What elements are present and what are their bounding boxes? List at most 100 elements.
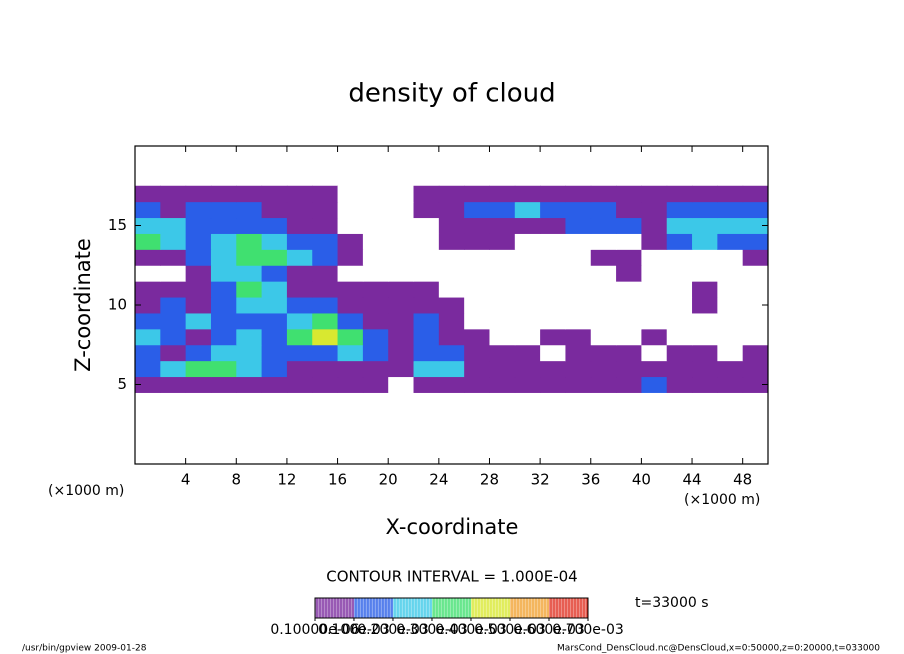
field-cell xyxy=(464,376,490,393)
field-cell xyxy=(210,281,237,298)
x-tick-label: 4 xyxy=(181,471,191,489)
field-cell xyxy=(717,312,744,330)
field-cell xyxy=(641,201,668,219)
field-cell xyxy=(514,297,541,314)
field-cell xyxy=(362,328,389,346)
field-cell xyxy=(514,249,541,266)
x-tick-label: 48 xyxy=(733,471,752,489)
field-cell xyxy=(413,233,440,250)
field-cell xyxy=(438,344,465,362)
field-cell xyxy=(210,297,237,314)
field-cell xyxy=(514,265,541,282)
field xyxy=(135,185,769,393)
field-cell xyxy=(616,233,642,250)
field-cell xyxy=(666,312,693,330)
field-cell xyxy=(286,185,313,203)
field-cell xyxy=(261,360,288,378)
field-cell xyxy=(717,328,744,346)
field-cell xyxy=(590,328,617,346)
field-cell xyxy=(489,201,516,219)
field-cell xyxy=(135,360,161,378)
field-cell xyxy=(160,265,187,282)
field-cell xyxy=(742,312,769,330)
field-cell xyxy=(413,281,440,298)
field-cell xyxy=(312,328,339,346)
x-tick-label: 32 xyxy=(531,471,550,489)
field-cell xyxy=(388,281,415,298)
colorbar-label: 0.200e-03 xyxy=(357,622,429,638)
field-cell xyxy=(616,297,642,314)
field-cell xyxy=(717,376,744,393)
field-cell xyxy=(160,233,187,250)
field-cell xyxy=(641,344,668,362)
field-cell xyxy=(236,328,263,346)
field-cell xyxy=(540,201,566,219)
field-cell xyxy=(590,217,617,234)
field-cell xyxy=(514,233,541,250)
field-cell xyxy=(489,328,516,346)
field-cell xyxy=(210,249,237,266)
field-cell xyxy=(489,376,516,393)
field-cell xyxy=(692,249,718,266)
field-cell xyxy=(565,185,592,203)
field-cell xyxy=(236,201,263,219)
x-tick-label: 44 xyxy=(682,471,701,489)
field-cell xyxy=(362,201,389,219)
field-cell xyxy=(540,185,566,203)
field-cell xyxy=(565,297,592,314)
field-cell xyxy=(312,281,339,298)
field-cell xyxy=(135,312,161,330)
field-cell xyxy=(261,328,288,346)
field-cell xyxy=(489,281,516,298)
field-cell xyxy=(616,376,642,393)
field-cell xyxy=(540,265,566,282)
field-cell xyxy=(236,265,263,282)
field-cell xyxy=(337,201,364,219)
field-cell xyxy=(160,281,187,298)
field-cell xyxy=(438,249,465,266)
field-cell xyxy=(565,344,592,362)
field-cell xyxy=(742,328,769,346)
contour-interval: CONTOUR INTERVAL = 1.000E-04 xyxy=(326,568,577,586)
field-cell xyxy=(413,297,440,314)
field-cell xyxy=(565,281,592,298)
field-cell xyxy=(210,312,237,330)
field-cell xyxy=(742,249,769,266)
field-cell xyxy=(514,217,541,234)
field-cell xyxy=(362,281,389,298)
field-cell xyxy=(286,344,313,362)
field-cell xyxy=(236,376,263,393)
x-unit-label: (×1000 m) xyxy=(684,492,760,508)
field-cell xyxy=(160,201,187,219)
field-cell xyxy=(590,281,617,298)
field-cell xyxy=(185,201,212,219)
field-cell xyxy=(236,312,263,330)
field-cell xyxy=(464,201,490,219)
field-cell xyxy=(464,185,490,203)
field-cell xyxy=(692,376,718,393)
field-cell xyxy=(185,281,212,298)
field-cell xyxy=(210,265,237,282)
field-cell xyxy=(514,328,541,346)
field-cell xyxy=(388,249,415,266)
field-cell xyxy=(362,185,389,203)
field-cell xyxy=(489,217,516,234)
field-cell xyxy=(616,217,642,234)
field-cell xyxy=(565,217,592,234)
field-cell xyxy=(438,360,465,378)
field-cell xyxy=(616,249,642,266)
field-cell xyxy=(514,312,541,330)
field-cell xyxy=(312,249,339,266)
field-cell xyxy=(261,265,288,282)
field-cell xyxy=(590,297,617,314)
field-cell xyxy=(742,201,769,219)
field-cell xyxy=(261,233,288,250)
field-cell xyxy=(666,376,693,393)
field-cell xyxy=(413,201,440,219)
field-cell xyxy=(717,344,744,362)
field-cell xyxy=(616,312,642,330)
field-cell xyxy=(312,312,339,330)
field-cell xyxy=(540,360,566,378)
field-cell xyxy=(312,201,339,219)
